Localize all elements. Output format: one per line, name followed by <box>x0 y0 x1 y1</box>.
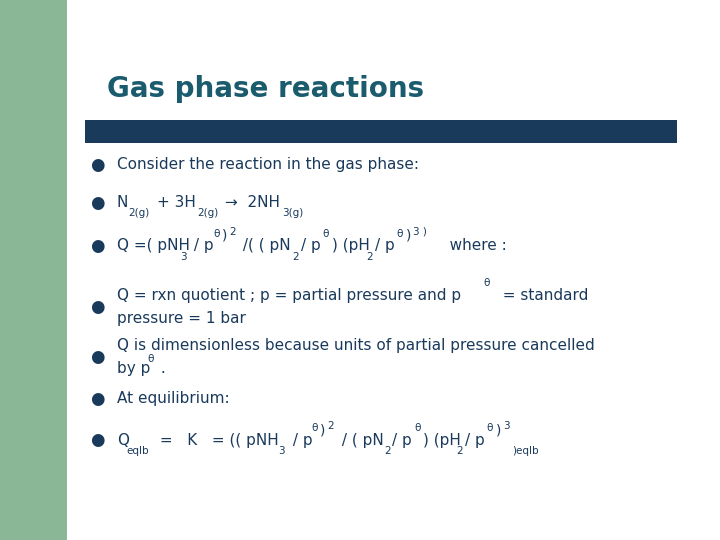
Bar <box>85 120 677 143</box>
Text: + 3H: + 3H <box>157 195 196 210</box>
Text: pressure = 1 bar: pressure = 1 bar <box>117 311 246 326</box>
Text: Gas phase reactions: Gas phase reactions <box>107 75 423 103</box>
Text: .: . <box>156 361 166 376</box>
Text: / p: / p <box>465 433 485 448</box>
Text: ) (pH: ) (pH <box>423 433 462 448</box>
Text: 2: 2 <box>229 227 235 237</box>
Text: 2: 2 <box>456 446 463 456</box>
Text: 2: 2 <box>366 252 373 261</box>
Bar <box>0 0 85 540</box>
Text: θ: θ <box>397 229 403 239</box>
Text: 3 ): 3 ) <box>413 227 427 237</box>
Text: ●: ● <box>90 193 104 212</box>
Text: ): ) <box>406 229 411 243</box>
Text: 3: 3 <box>180 252 186 261</box>
Text: ●: ● <box>90 156 104 174</box>
Text: / p: / p <box>301 238 320 253</box>
Text: θ: θ <box>213 229 220 239</box>
Text: 3(g): 3(g) <box>282 208 304 218</box>
Text: N: N <box>117 195 128 210</box>
Text: ●: ● <box>90 298 104 316</box>
Text: →  2NH: → 2NH <box>225 195 279 210</box>
Text: θ: θ <box>484 279 490 288</box>
Text: 2: 2 <box>384 446 390 456</box>
Text: / p: / p <box>288 433 312 448</box>
Text: ): ) <box>320 423 325 437</box>
Text: )eqlb: )eqlb <box>513 446 539 456</box>
Text: Q is dimensionless because units of partial pressure cancelled: Q is dimensionless because units of part… <box>117 338 595 353</box>
Text: ) (pH: ) (pH <box>332 238 370 253</box>
Text: ●: ● <box>90 389 104 408</box>
Text: θ: θ <box>312 423 318 433</box>
Text: eqlb: eqlb <box>126 446 148 456</box>
Text: ): ) <box>222 229 227 243</box>
Text: θ: θ <box>487 423 493 433</box>
Text: / ( pN: / ( pN <box>337 433 384 448</box>
Text: / p: / p <box>189 238 214 253</box>
Text: θ: θ <box>148 354 154 363</box>
Text: θ: θ <box>323 229 329 239</box>
Text: ●: ● <box>90 348 104 366</box>
Text: 3: 3 <box>503 421 510 431</box>
Text: =   K   = (( pNH: = K = (( pNH <box>155 433 279 448</box>
Text: where :: where : <box>435 238 507 253</box>
Text: / p: / p <box>375 238 395 253</box>
Text: 2(g): 2(g) <box>128 208 150 218</box>
Text: ●: ● <box>90 237 104 255</box>
Text: / p: / p <box>392 433 412 448</box>
Text: 3: 3 <box>279 446 285 456</box>
Text: by p: by p <box>117 361 150 376</box>
Bar <box>85 0 279 151</box>
Text: Q: Q <box>117 433 129 448</box>
Text: θ: θ <box>414 423 420 433</box>
Text: 2(g): 2(g) <box>197 208 219 218</box>
Text: = standard: = standard <box>493 288 588 303</box>
Text: 2: 2 <box>328 421 334 431</box>
Text: /( ( pN: /( ( pN <box>238 238 290 253</box>
Text: Consider the reaction in the gas phase:: Consider the reaction in the gas phase: <box>117 157 418 172</box>
FancyBboxPatch shape <box>67 0 720 540</box>
Text: At equilibrium:: At equilibrium: <box>117 391 229 406</box>
Text: ): ) <box>496 423 501 437</box>
Text: 2: 2 <box>292 252 299 261</box>
Text: Q = rxn quotient ; p = partial pressure and p: Q = rxn quotient ; p = partial pressure … <box>117 288 461 303</box>
Text: ●: ● <box>90 431 104 449</box>
Text: Q =( pNH: Q =( pNH <box>117 238 189 253</box>
